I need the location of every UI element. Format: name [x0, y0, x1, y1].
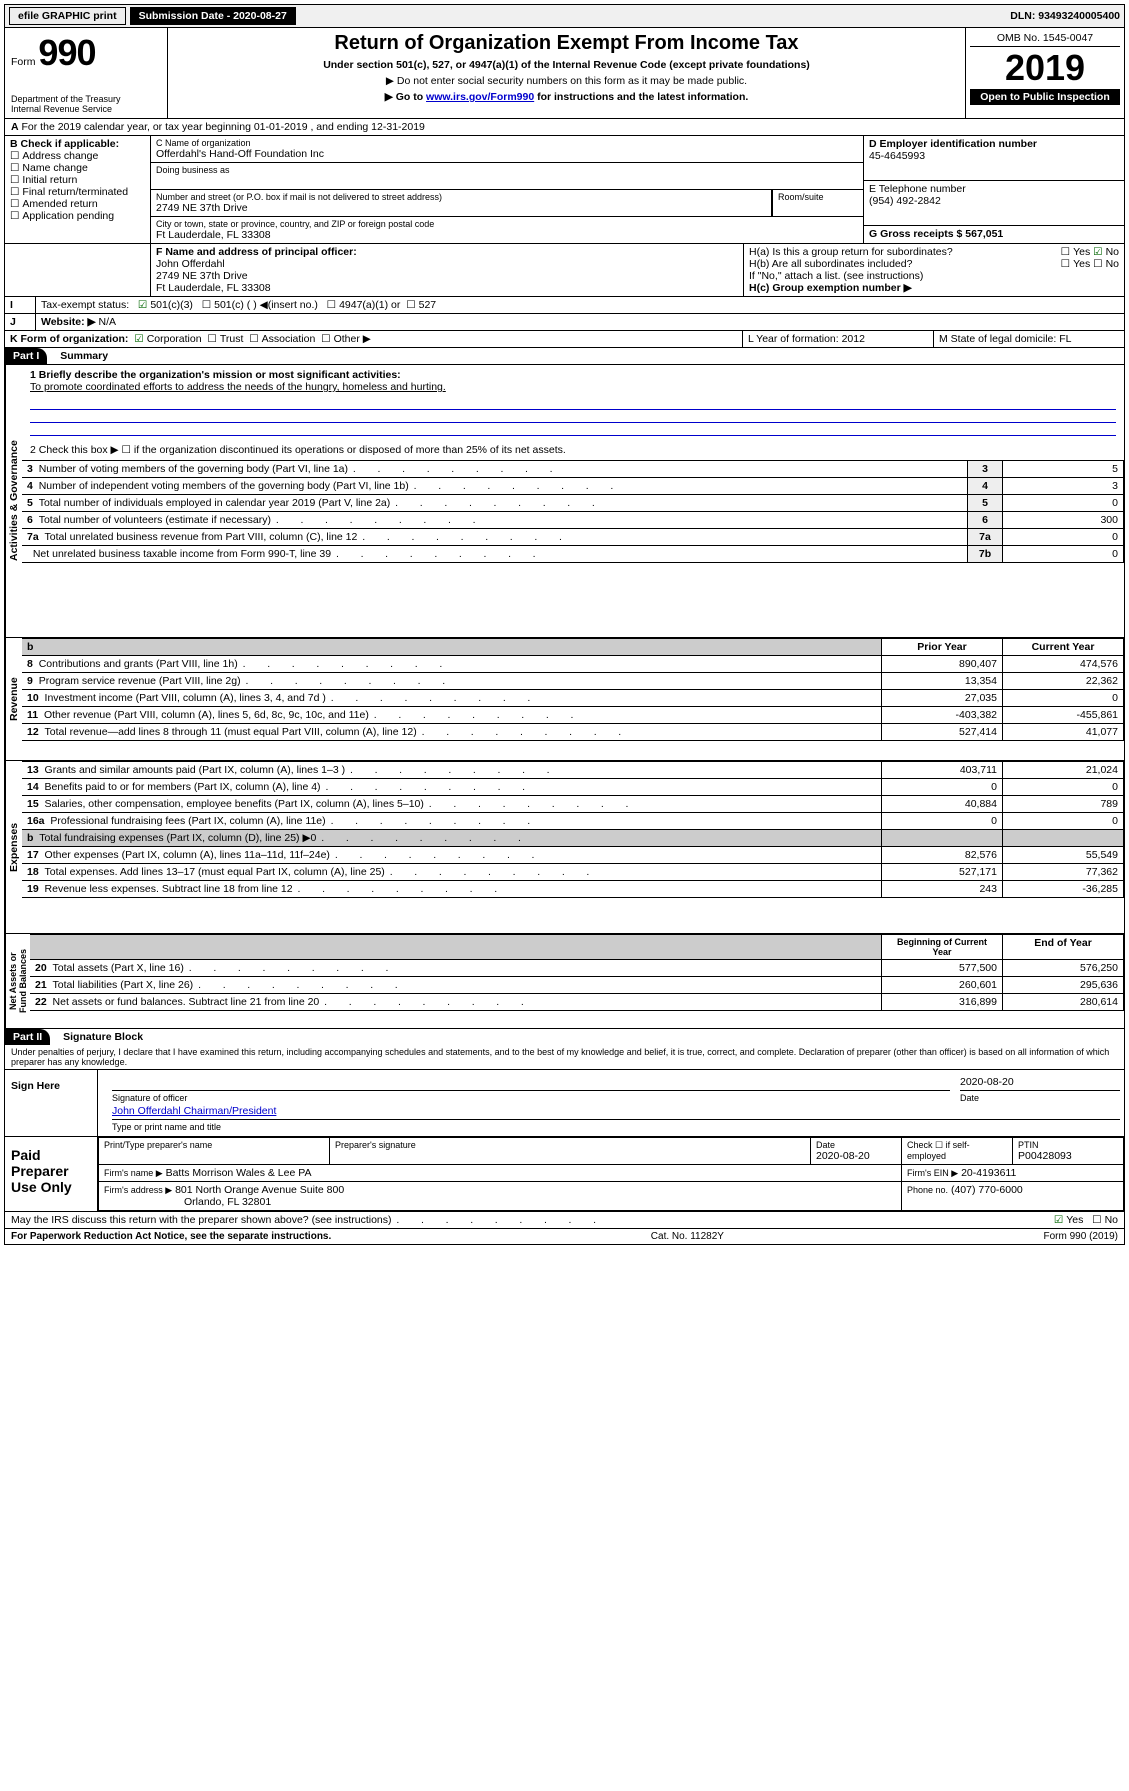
officer-label: F Name and address of principal officer:	[156, 246, 738, 258]
part2-title: Signature Block	[63, 1031, 143, 1043]
subtitle-2: ▶ Do not enter social security numbers o…	[174, 75, 959, 87]
table-revenue: bPrior YearCurrent Year 8 Contributions …	[22, 638, 1124, 741]
table-activities: 3 Number of voting members of the govern…	[22, 460, 1124, 563]
submission-date: Submission Date - 2020-08-27	[130, 7, 296, 25]
chk-4947[interactable]: 4947(a)(1) or	[327, 299, 401, 311]
subtitle-1: Under section 501(c), 527, or 4947(a)(1)…	[174, 59, 959, 71]
chk-name-change[interactable]: Name change	[10, 162, 145, 174]
website-value: N/A	[98, 316, 116, 328]
subtitle-3: ▶ Go to www.irs.gov/Form990 for instruct…	[174, 91, 959, 103]
paid-preparer-label: Paid Preparer Use Only	[5, 1137, 98, 1211]
dba-label: Doing business as	[156, 165, 858, 175]
phone-value: (954) 492-2842	[869, 195, 1119, 207]
city-label: City or town, state or province, country…	[156, 219, 858, 229]
street-label: Number and street (or P.O. box if mail i…	[156, 192, 766, 202]
open-inspection: Open to Public Inspection	[970, 89, 1120, 105]
chk-amended-return[interactable]: Amended return	[10, 198, 145, 210]
firm-name: Batts Morrison Wales & Lee PA	[166, 1167, 312, 1179]
part1-title: Summary	[60, 350, 108, 362]
year-formation: L Year of formation: 2012	[743, 331, 934, 347]
chk-initial-return[interactable]: Initial return	[10, 174, 145, 186]
ein-value: 45-4645993	[869, 150, 1119, 162]
street: 2749 NE 37th Drive	[156, 202, 766, 214]
omb-number: OMB No. 1545-0047	[970, 30, 1120, 47]
chk-address-change[interactable]: Address change	[10, 150, 145, 162]
self-employed-check[interactable]: Check ☐ if self-employed	[902, 1138, 1013, 1165]
firm-phone: (407) 770-6000	[951, 1184, 1023, 1196]
sig-date-label: Date	[960, 1093, 1120, 1103]
chk-trust[interactable]: Trust	[207, 333, 243, 345]
hb-no[interactable]: No	[1093, 258, 1119, 270]
line1-label: 1 Briefly describe the organization's mi…	[30, 369, 1116, 381]
officer-name: John Offerdahl	[156, 258, 738, 270]
officer-city: Ft Lauderdale, FL 33308	[156, 282, 738, 294]
chk-app-pending[interactable]: Application pending	[10, 210, 145, 222]
sig-name[interactable]: John Offerdahl Chairman/President	[112, 1105, 276, 1117]
ha-no[interactable]: No	[1093, 246, 1119, 258]
sig-officer-label: Signature of officer	[112, 1093, 960, 1103]
firm-ein: 20-4193611	[961, 1167, 1016, 1179]
firm-addr1: 801 North Orange Avenue Suite 800	[175, 1184, 344, 1196]
section-b: B Check if applicable: Address change Na…	[5, 136, 151, 243]
part1-header: Part I	[5, 348, 47, 364]
ha-yes[interactable]: Yes	[1061, 246, 1091, 258]
ptin: P00428093	[1018, 1150, 1118, 1162]
vert-netassets: Net Assets or Fund Balances	[5, 934, 30, 1028]
sig-date: 2020-08-20	[960, 1076, 1120, 1091]
efile-button[interactable]: efile GRAPHIC print	[9, 7, 126, 25]
ein-label: D Employer identification number	[869, 138, 1119, 150]
sig-name-label: Type or print name and title	[112, 1122, 1120, 1132]
room-label: Room/suite	[778, 192, 858, 202]
part2-header: Part II	[5, 1029, 50, 1045]
tax-year: 2019	[970, 47, 1120, 89]
form-number: 990	[38, 32, 95, 73]
line1-text: To promote coordinated efforts to addres…	[30, 381, 1116, 393]
dln: DLN: 93493240005400	[1010, 10, 1120, 22]
chk-corp[interactable]: Corporation	[134, 333, 201, 345]
hb-yes[interactable]: Yes	[1061, 258, 1091, 270]
vert-activities: Activities & Governance	[5, 365, 22, 637]
form-title: Return of Organization Exempt From Incom…	[174, 32, 959, 55]
page-footer: For Paperwork Reduction Act Notice, see …	[5, 1228, 1124, 1244]
chk-other[interactable]: Other ▶	[321, 333, 371, 345]
sign-here-label: Sign Here	[5, 1070, 98, 1136]
firm-addr2: Orlando, FL 32801	[184, 1196, 271, 1208]
form-word: Form	[11, 56, 36, 68]
form-header: Form 990 Department of the Treasury Inte…	[5, 28, 1124, 119]
vert-revenue: Revenue	[5, 638, 22, 760]
chk-assoc[interactable]: Association	[249, 333, 315, 345]
vert-expenses: Expenses	[5, 761, 22, 933]
table-netassets: Beginning of Current YearEnd of Year 20 …	[30, 934, 1124, 1011]
table-expenses: 13 Grants and similar amounts paid (Part…	[22, 761, 1124, 898]
discuss-question: May the IRS discuss this return with the…	[11, 1214, 598, 1226]
state-domicile: M State of legal domicile: FL	[934, 331, 1124, 347]
city: Ft Lauderdale, FL 33308	[156, 229, 858, 241]
line2: 2 Check this box ▶ ☐ if the organization…	[22, 440, 1124, 460]
perjury-declaration: Under penalties of perjury, I declare th…	[5, 1045, 1124, 1069]
officer-street: 2749 NE 37th Drive	[156, 270, 738, 282]
phone-label: E Telephone number	[869, 183, 1119, 195]
discuss-yes[interactable]: Yes	[1054, 1214, 1084, 1226]
section-a: A For the 2019 calendar year, or tax yea…	[5, 119, 1124, 136]
chk-501c[interactable]: 501(c) ( ) ◀(insert no.)	[202, 299, 318, 311]
section-h: H(a) Is this a group return for subordin…	[744, 244, 1124, 296]
top-bar: efile GRAPHIC print Submission Date - 20…	[5, 5, 1124, 28]
dept-label: Department of the Treasury Internal Reve…	[11, 94, 161, 114]
website-label: Website: ▶	[41, 316, 96, 328]
org-name: Offerdahl's Hand-Off Foundation Inc	[156, 148, 858, 160]
tax-status-label: Tax-exempt status:	[41, 299, 129, 311]
discuss-no[interactable]: No	[1092, 1214, 1118, 1226]
org-name-label: C Name of organization	[156, 138, 858, 148]
chk-501c3[interactable]: 501(c)(3)	[138, 299, 193, 311]
irs-link[interactable]: www.irs.gov/Form990	[426, 91, 534, 103]
chk-527[interactable]: 527	[406, 299, 436, 311]
chk-final-return[interactable]: Final return/terminated	[10, 186, 145, 198]
gross-receipts: G Gross receipts $ 567,051	[869, 228, 1119, 240]
